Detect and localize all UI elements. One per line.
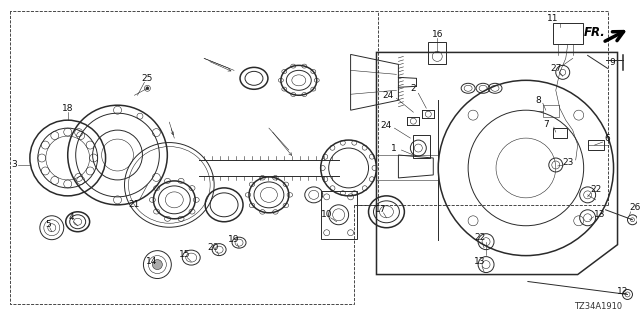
- Text: 24: 24: [381, 121, 392, 130]
- Text: 25: 25: [141, 74, 153, 83]
- Text: FR.: FR.: [584, 26, 605, 39]
- Bar: [553, 22, 582, 44]
- Text: 16: 16: [431, 30, 443, 39]
- Text: 5: 5: [45, 220, 51, 229]
- Text: 22: 22: [590, 185, 601, 194]
- Bar: [428, 43, 446, 64]
- Bar: [543, 105, 559, 117]
- Bar: [588, 140, 604, 150]
- Text: 9: 9: [610, 58, 616, 67]
- Circle shape: [152, 260, 163, 269]
- Text: 15: 15: [179, 250, 190, 259]
- Text: 23: 23: [562, 158, 573, 167]
- Text: 24: 24: [383, 91, 394, 100]
- Text: 1: 1: [390, 144, 396, 153]
- Text: 8: 8: [535, 96, 541, 105]
- Text: 7: 7: [543, 120, 548, 129]
- Text: 17: 17: [375, 205, 386, 214]
- Text: 26: 26: [630, 203, 640, 212]
- Text: TZ34A1910: TZ34A1910: [574, 302, 623, 311]
- Text: 6: 6: [605, 133, 611, 143]
- Text: 22: 22: [474, 233, 486, 242]
- Text: 10: 10: [321, 210, 332, 219]
- Text: 13: 13: [594, 210, 605, 219]
- Text: 20: 20: [207, 243, 219, 252]
- Bar: [321, 191, 356, 239]
- Text: 12: 12: [617, 287, 628, 296]
- Text: 4: 4: [69, 213, 74, 222]
- Text: 21: 21: [129, 200, 140, 209]
- Text: 3: 3: [11, 161, 17, 170]
- Text: 19: 19: [228, 235, 240, 244]
- Text: 11: 11: [547, 14, 559, 23]
- Text: 27: 27: [550, 64, 561, 73]
- Text: 14: 14: [146, 257, 157, 266]
- Text: 2: 2: [410, 84, 416, 93]
- Bar: [553, 128, 567, 138]
- Text: 13: 13: [474, 257, 486, 266]
- Text: 18: 18: [62, 104, 74, 113]
- Circle shape: [146, 87, 149, 90]
